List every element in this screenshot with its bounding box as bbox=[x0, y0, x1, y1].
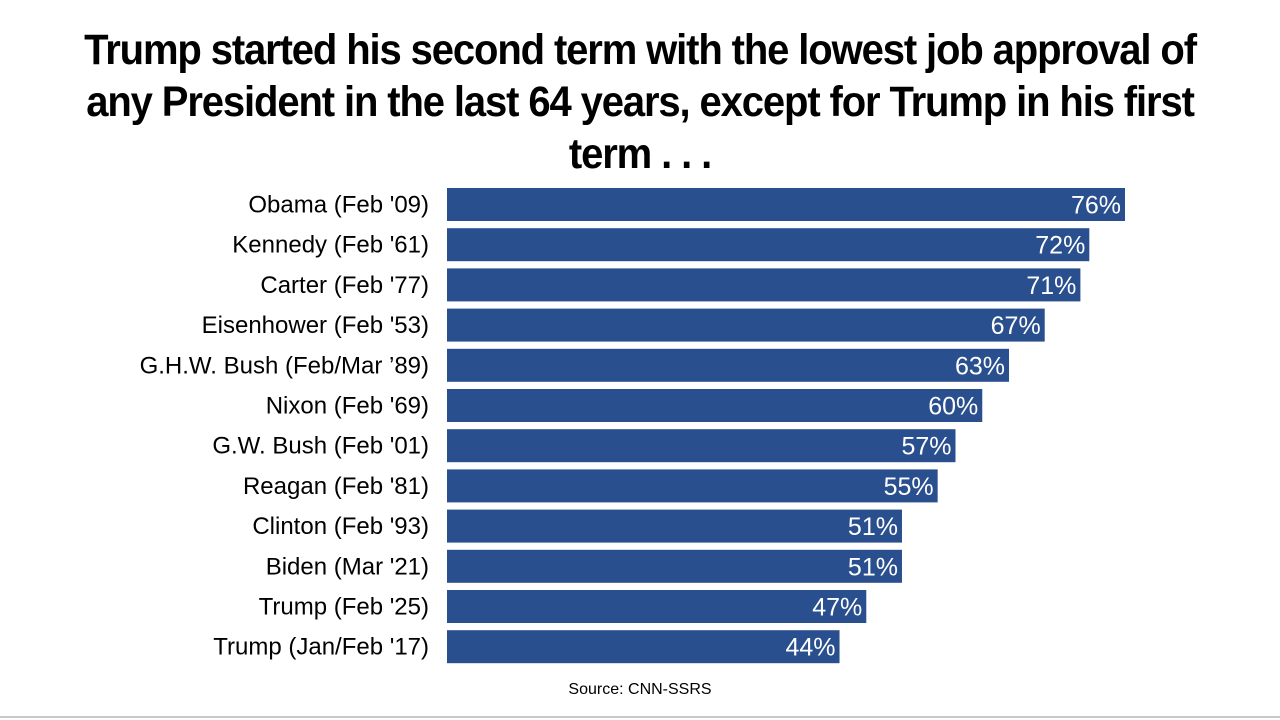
category-label: Carter (Feb '77) bbox=[260, 272, 429, 299]
category-label: G.H.W. Bush (Feb/Mar ’89) bbox=[140, 352, 429, 379]
value-label: 67% bbox=[991, 312, 1041, 340]
bar bbox=[447, 630, 840, 664]
category-labels: Obama (Feb '09) Kennedy (Feb '61) Carter (… bbox=[140, 192, 429, 661]
bar bbox=[447, 469, 938, 503]
bar bbox=[447, 590, 867, 623]
value-label: 55% bbox=[884, 473, 934, 501]
value-label: 60% bbox=[928, 393, 978, 421]
value-label: 44% bbox=[785, 634, 835, 662]
value-label: 72% bbox=[1035, 232, 1085, 260]
category-label: Biden (Mar '21) bbox=[266, 553, 429, 580]
category-label: Trump (Jan/Feb '17) bbox=[213, 634, 429, 661]
value-label: 51% bbox=[848, 513, 898, 541]
value-label: 51% bbox=[848, 553, 898, 581]
bar bbox=[447, 549, 902, 583]
category-label: G.W. Bush (Feb '01) bbox=[212, 433, 429, 460]
category-label: Eisenhower (Feb '53) bbox=[202, 312, 429, 339]
bar bbox=[447, 228, 1090, 262]
value-label: 63% bbox=[955, 352, 1005, 380]
source-note: Source: CNN-SSRS bbox=[568, 681, 712, 698]
bar bbox=[447, 188, 1125, 221]
category-label: Nixon (Feb '69) bbox=[266, 393, 429, 420]
bar bbox=[447, 268, 1081, 302]
bottom-divider bbox=[0, 716, 1280, 718]
category-label: Trump (Feb '25) bbox=[259, 594, 429, 621]
value-label: 71% bbox=[1026, 272, 1076, 300]
category-label: Clinton (Feb '93) bbox=[252, 513, 429, 540]
bar bbox=[447, 308, 1045, 342]
category-label: Kennedy (Feb '61) bbox=[232, 232, 429, 259]
chart-title: Trump started his second term with the l… bbox=[84, 26, 1197, 178]
value-label: 47% bbox=[812, 594, 862, 622]
bar bbox=[447, 348, 1010, 382]
value-label: 76% bbox=[1071, 192, 1121, 220]
bar bbox=[447, 429, 956, 463]
bars bbox=[447, 188, 1125, 664]
bar bbox=[447, 509, 902, 543]
value-labels: 76% 72% 71% 67% 63% 60% 57% 55% 51% 51% 47% 44% bbox=[785, 192, 1121, 662]
value-label: 57% bbox=[901, 433, 951, 461]
category-label: Obama (Feb '09) bbox=[248, 192, 429, 219]
bar bbox=[447, 389, 983, 422]
category-label: Reagan (Feb '81) bbox=[243, 473, 429, 500]
